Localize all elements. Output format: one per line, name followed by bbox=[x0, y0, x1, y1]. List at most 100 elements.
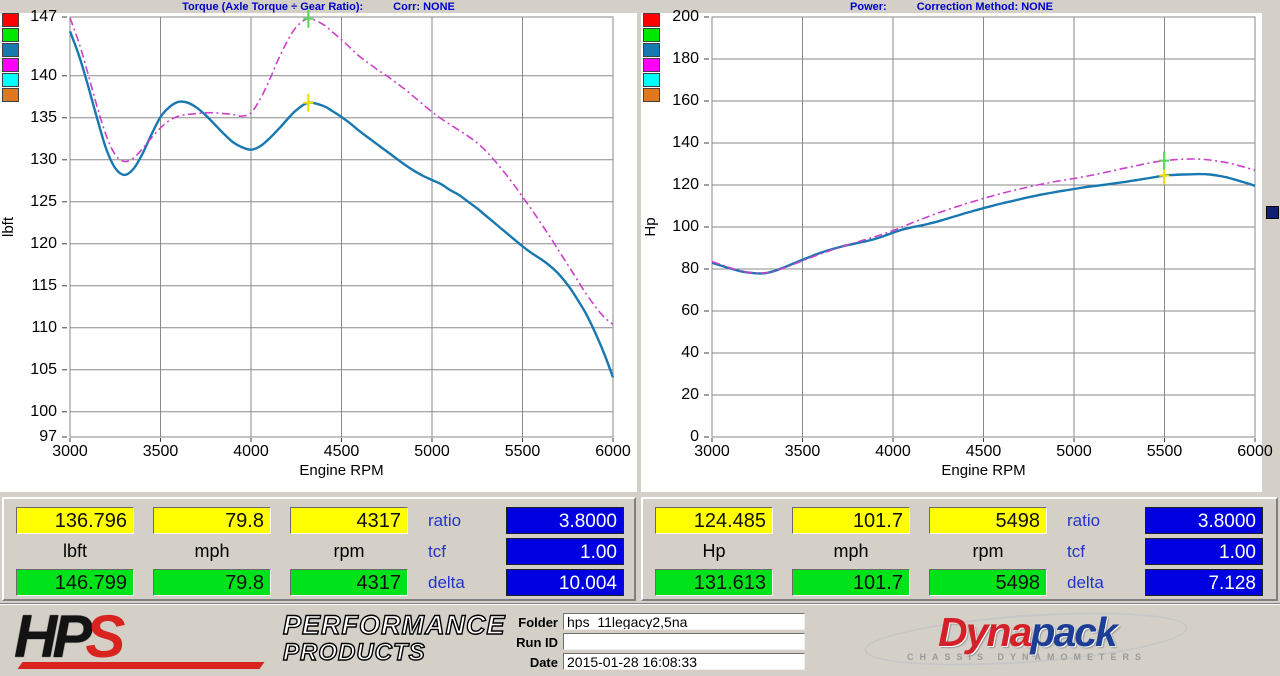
y-tick-label: 60 bbox=[681, 302, 699, 319]
hps-logo-hp: HP bbox=[14, 603, 88, 670]
hps-logo-tagline: PERFORMANCE PRODUCTS bbox=[282, 610, 506, 667]
power-current-value: 124.485 bbox=[655, 507, 773, 534]
torque-current-rpm: 4317 bbox=[290, 507, 408, 534]
runid-label: Run ID bbox=[516, 635, 558, 650]
y-tick-label: 100 bbox=[672, 218, 699, 235]
torque-corr-label: Corr: NONE bbox=[393, 0, 455, 13]
y-tick-label: 105 bbox=[30, 360, 57, 378]
y-tick-label: 110 bbox=[31, 318, 57, 336]
y-tick-label: 115 bbox=[31, 276, 57, 294]
ratio-label: ratio bbox=[428, 511, 462, 530]
power-ratio-value: 3.8000 bbox=[1145, 507, 1263, 534]
products-text: PRODUCTS bbox=[282, 638, 426, 666]
power-current-speed: 101.7 bbox=[792, 507, 910, 534]
dynapack-logo-dyna: Dyna bbox=[938, 609, 1032, 655]
x-tick-label: 4500 bbox=[323, 443, 360, 460]
x-tick-label: 3000 bbox=[52, 443, 88, 460]
legend-color-swatch bbox=[2, 88, 19, 102]
torque-chart-svg bbox=[62, 9, 615, 442]
power-chart-title-band: Power: Correction Method: NONE bbox=[641, 0, 1262, 13]
torque-chart-panel: Torque (Axle Torque ÷ Gear Ratio): Corr:… bbox=[0, 0, 637, 492]
power-delta-value: 7.128 bbox=[1145, 569, 1263, 596]
rpm-unit-label: rpm bbox=[972, 541, 1004, 561]
hps-logo: HPS bbox=[14, 603, 274, 672]
ratio-label: ratio bbox=[1067, 511, 1101, 530]
legend-color-swatch bbox=[2, 28, 19, 42]
tcf-label: tcf bbox=[1067, 542, 1085, 561]
x-tick-label: 3000 bbox=[694, 443, 730, 460]
power-chart-svg bbox=[704, 16, 1256, 442]
y-tick-label: 140 bbox=[672, 134, 699, 151]
power-x-axis-label: Engine RPM bbox=[941, 462, 1026, 479]
dynapack-logo-subtitle: CHASSIS DYNAMOMETERS bbox=[906, 652, 1147, 662]
legend-color-swatch bbox=[2, 43, 19, 57]
delta-label: delta bbox=[428, 573, 465, 592]
y-tick-label: 20 bbox=[681, 386, 699, 403]
hps-logo-s: S bbox=[85, 603, 121, 670]
x-tick-label: 6000 bbox=[595, 443, 631, 460]
y-tick-label: 147 bbox=[30, 8, 57, 25]
legend-color-swatch bbox=[643, 88, 660, 102]
y-tick-label: 120 bbox=[672, 176, 699, 193]
delta-label: delta bbox=[1067, 573, 1104, 592]
y-tick-label: 40 bbox=[681, 344, 699, 361]
tcf-label: tcf bbox=[428, 542, 446, 561]
x-tick-label: 5000 bbox=[1056, 443, 1092, 460]
y-tick-label: 200 bbox=[672, 8, 699, 25]
power-reference-value: 131.613 bbox=[655, 569, 773, 596]
power-legend bbox=[643, 13, 660, 102]
y-tick-label: 180 bbox=[672, 50, 699, 67]
torque-unit-label: lbft bbox=[62, 541, 87, 561]
y-tick-label: 160 bbox=[672, 92, 699, 109]
y-tick-label: 130 bbox=[30, 150, 57, 168]
legend-color-swatch bbox=[643, 28, 660, 42]
y-tick-label: 97 bbox=[39, 428, 57, 445]
torque-current-speed: 79.8 bbox=[153, 507, 271, 534]
folder-input[interactable] bbox=[563, 613, 805, 630]
folder-field-row: Folder bbox=[494, 613, 805, 632]
torque-chart-title: Torque (Axle Torque ÷ Gear Ratio): bbox=[182, 0, 364, 13]
torque-tcf-value: 1.00 bbox=[506, 538, 624, 565]
rpm-unit-label: rpm bbox=[333, 541, 365, 561]
torque-chart-title-band: Torque (Axle Torque ÷ Gear Ratio): Corr:… bbox=[0, 0, 637, 13]
panel-splitter-handle[interactable] bbox=[1266, 206, 1279, 219]
torque-reference-rpm: 4317 bbox=[290, 569, 408, 596]
torque-reference-speed: 79.8 bbox=[153, 569, 271, 596]
x-tick-label: 5500 bbox=[504, 443, 541, 460]
date-label: Date bbox=[529, 655, 558, 670]
power-reference-speed: 101.7 bbox=[792, 569, 910, 596]
power-tcf-value: 1.00 bbox=[1145, 538, 1263, 565]
y-tick-label: 120 bbox=[30, 234, 57, 252]
torque-x-axis-label: Engine RPM bbox=[299, 462, 384, 479]
x-tick-label: 3500 bbox=[784, 443, 821, 460]
hps-logo-swoosh bbox=[17, 662, 265, 669]
legend-color-swatch bbox=[643, 13, 660, 27]
runid-field-row: Run ID bbox=[494, 633, 805, 652]
legend-color-swatch bbox=[2, 73, 19, 87]
power-chart-panel: Power: Correction Method: NONE Hp Engine… bbox=[641, 0, 1273, 492]
x-tick-label: 4000 bbox=[233, 443, 269, 460]
y-tick-label: 100 bbox=[30, 402, 57, 420]
torque-delta-value: 10.004 bbox=[506, 569, 624, 596]
torque-legend bbox=[2, 13, 19, 102]
x-tick-label: 4000 bbox=[875, 443, 911, 460]
runid-input[interactable] bbox=[563, 633, 805, 650]
x-tick-label: 5000 bbox=[414, 443, 450, 460]
power-reference-rpm: 5498 bbox=[929, 569, 1047, 596]
reference-run-torque-curve bbox=[69, 17, 614, 326]
footer-bar: HPS PERFORMANCE PRODUCTS Folder Run ID D… bbox=[0, 603, 1280, 676]
power-corr-label: Correction Method: NONE bbox=[916, 0, 1053, 13]
y-tick-label: 135 bbox=[30, 108, 57, 126]
performance-text: PERFORMANCE bbox=[282, 610, 506, 640]
date-field-row: Date bbox=[494, 653, 805, 672]
legend-color-swatch bbox=[2, 13, 19, 27]
date-input[interactable] bbox=[563, 653, 805, 670]
speed-unit-label: mph bbox=[833, 541, 869, 561]
torque-readout-panel: 136.796 79.8 4317 lbft mph rpm 146.799 7… bbox=[2, 497, 636, 601]
y-tick-label: 0 bbox=[690, 428, 699, 445]
legend-color-swatch bbox=[2, 58, 19, 72]
current-run-torque-curve bbox=[68, 30, 615, 378]
speed-unit-label: mph bbox=[194, 541, 230, 561]
power-readout-panel: 124.485 101.7 5498 Hp mph rpm 131.613 10… bbox=[641, 497, 1278, 601]
